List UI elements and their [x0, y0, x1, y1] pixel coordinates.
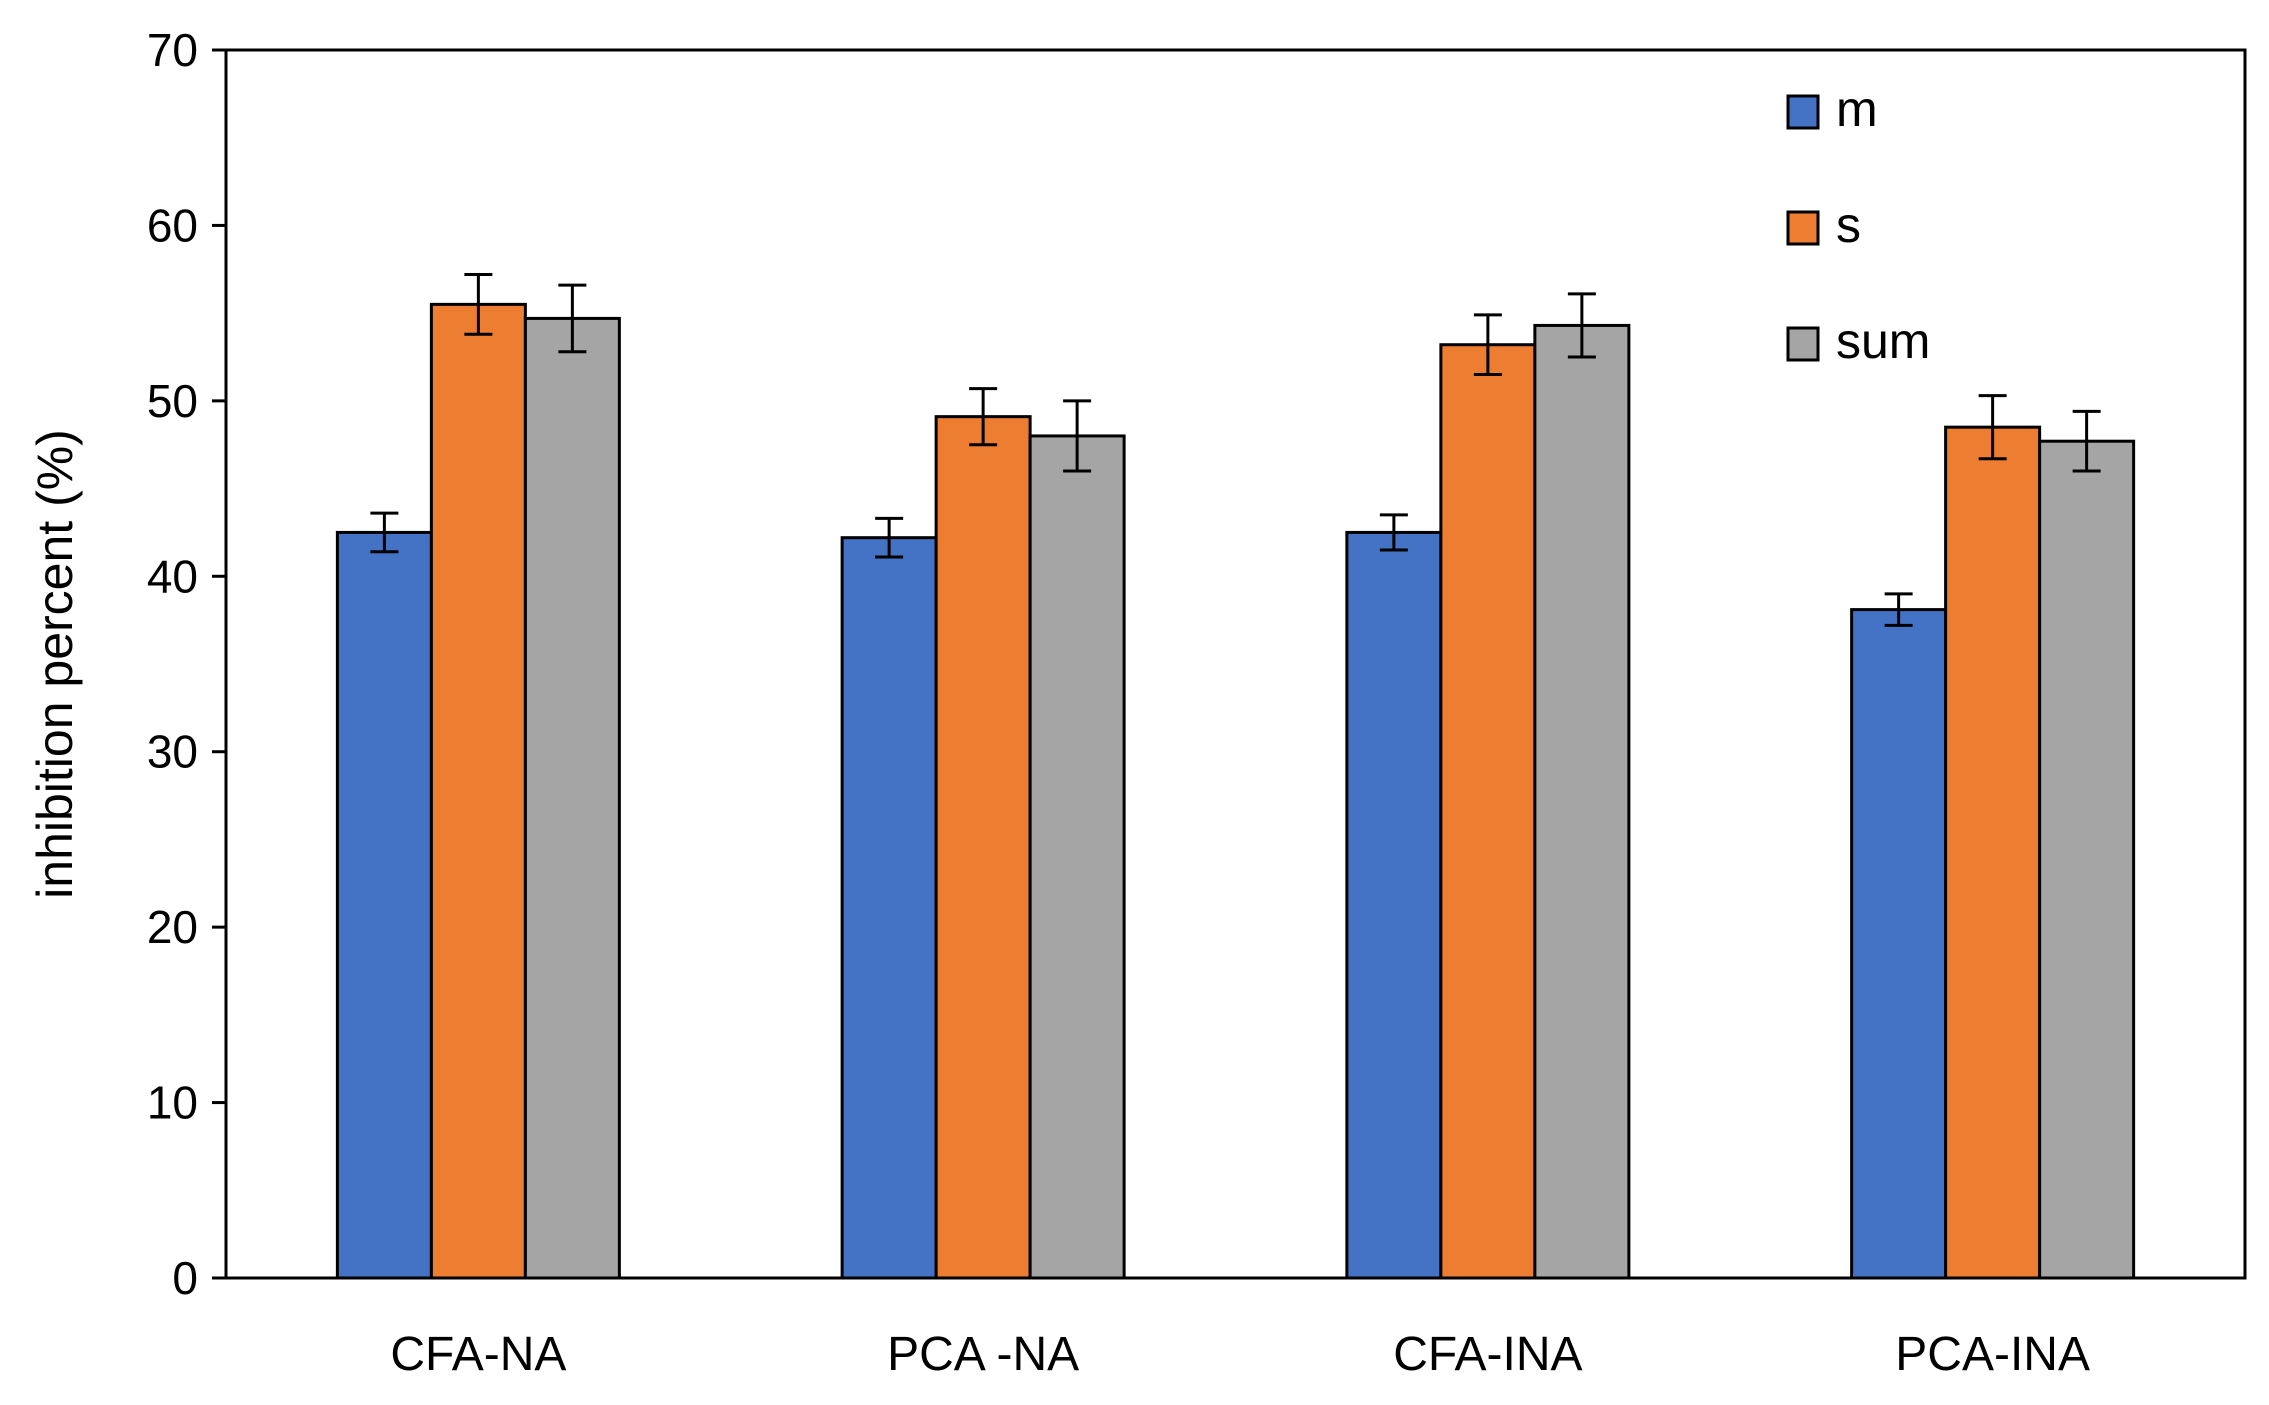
legend-label-sum: sum: [1836, 313, 1930, 369]
x-category-label: CFA-INA: [1393, 1328, 1582, 1381]
y-axis: 0 10 20 30 40 50 60 70: [147, 24, 226, 1304]
bar-sum-3: [2038, 439, 2136, 1280]
y-tick-label: 60: [147, 199, 198, 251]
bar-sum-2: [1533, 323, 1631, 1280]
bar-sum-1: [1028, 434, 1126, 1280]
x-category-label: CFA-NA: [390, 1328, 566, 1381]
bar-s-2: [1439, 343, 1537, 1280]
bar-m-2: [1345, 530, 1443, 1280]
y-tick-label: 20: [147, 901, 198, 953]
bars: [335, 302, 2136, 1280]
legend-swatch-s: [1786, 210, 1820, 246]
bar-s-3: [1944, 425, 2042, 1280]
y-tick-label: 30: [147, 726, 198, 778]
y-tick-label: 70: [147, 24, 198, 76]
y-tick-label: 10: [147, 1077, 198, 1129]
x-axis: CFA-NA PCA -NA CFA-INA PCA-INA: [390, 1328, 2090, 1381]
legend-label-m: m: [1836, 81, 1878, 137]
legend-label-s: s: [1836, 197, 1861, 253]
bar-m-0: [335, 530, 433, 1280]
bar-m-3: [1850, 608, 1948, 1280]
plot-frame: [224, 48, 2247, 1280]
bar-s-0: [429, 302, 527, 1280]
bar-s-1: [934, 415, 1032, 1280]
x-category-label: PCA -NA: [887, 1328, 1079, 1381]
y-tick-label: 40: [147, 550, 198, 602]
legend-swatch-m: [1786, 94, 1820, 130]
x-category-label: PCA-INA: [1895, 1328, 2090, 1381]
y-tick-label: 0: [172, 1252, 198, 1304]
y-tick-label: 50: [147, 375, 198, 427]
y-axis-title: inhibition percent (%): [27, 429, 83, 899]
error-bars: [370, 273, 2101, 627]
bar-m-1: [840, 536, 938, 1280]
bar-sum-0: [523, 316, 621, 1280]
legend-swatch-sum: [1786, 326, 1820, 362]
legend: m s sum: [1786, 81, 1930, 369]
